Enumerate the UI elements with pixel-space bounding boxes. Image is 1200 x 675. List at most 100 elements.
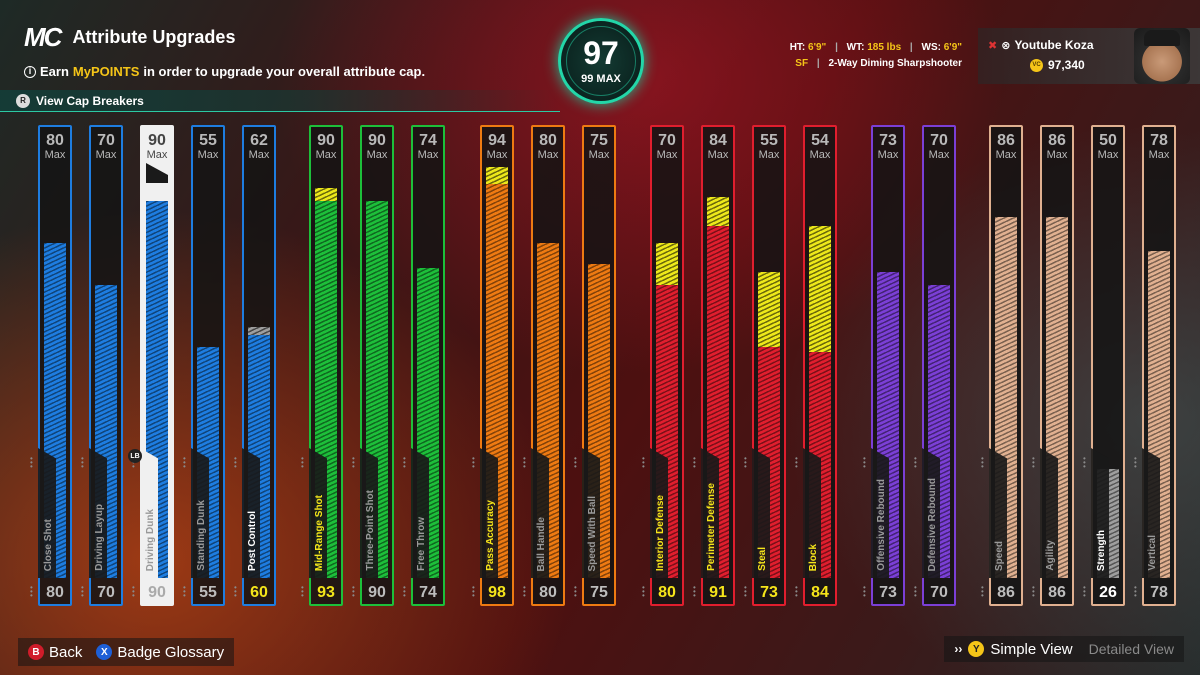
position-value: SF [795, 58, 809, 69]
cap-max-label: Max [758, 149, 780, 161]
attribute-current-value: 70 [97, 584, 115, 601]
cap-value: 70 [930, 132, 948, 149]
dots-icon: ••• [1134, 454, 1137, 471]
attribute-current-value: 55 [199, 584, 217, 601]
attribute-current-value: 80 [46, 584, 64, 601]
info-prefix: Earn [40, 64, 69, 79]
dots-icon: ••• [472, 583, 475, 600]
attribute-current-value: 84 [811, 584, 829, 601]
cap-value: 90 [368, 132, 386, 149]
dots-icon: ••• [234, 583, 237, 600]
attribute-label-backdrop [1040, 448, 1058, 578]
attribute-cap: 80 Max [40, 133, 70, 162]
attribute-label-backdrop [480, 448, 498, 578]
attribute-bar-speed[interactable]: 86 Max Speed 86 • • • • • • [981, 125, 1023, 606]
attribute-cap: 55 Max [193, 133, 223, 162]
attribute-name: Offensive Rebound [875, 479, 887, 571]
cap-value: 86 [997, 132, 1015, 149]
dots-icon: ••• [403, 454, 406, 471]
attribute-bar-three-point-shot[interactable]: 90 Max Three-Point Shot 90 • • • • • • [352, 125, 394, 606]
attribute-bar-mid-range-shot[interactable]: 90 Max Mid-Range Shot 93 • • • • • • [301, 125, 343, 606]
attribute-bar-ball-handle[interactable]: 80 Max Ball Handle 80 • • • • • • [523, 125, 565, 606]
attribute-bar-offensive-rebound[interactable]: 73 Max Offensive Rebound 73 • • • • • • [863, 125, 905, 606]
attribute-label-backdrop [242, 448, 260, 578]
attribute-bar-driving-layup[interactable]: 70 Max Driving Layup 70 • • • • • • [81, 125, 123, 606]
back-label: Back [49, 643, 83, 661]
attribute-bar-steal[interactable]: 55 Max Steal 73 • • • • • • [744, 125, 786, 606]
attribute-name: Close Shot [42, 518, 54, 571]
attribute-boost [809, 226, 831, 352]
attribute-cap: 90 Max [142, 133, 172, 162]
badge-glossary-button[interactable]: X Badge Glossary [96, 644, 224, 661]
dots-icon: ••• [132, 583, 135, 600]
attribute-bar-post-control[interactable]: 62 Max Post Control 60 • • • • • • [234, 125, 276, 606]
attribute-name: Speed [993, 540, 1005, 571]
attribute-bar-vertical[interactable]: 78 Max Vertical 78 • • • • • • [1134, 125, 1176, 606]
mypoints-label: MyPOINTS [72, 64, 140, 79]
dots-icon: ••• [301, 454, 304, 471]
attribute-bar-strength[interactable]: 50 Max Strength 26 • • • • • • [1083, 125, 1125, 606]
attribute-cap: 90 Max [311, 133, 341, 162]
attribute-bar-defensive-rebound[interactable]: 70 Max Defensive Rebound 70 • • • • • • [914, 125, 956, 606]
attribute-name: Block [807, 543, 819, 571]
attribute-bar-speed-with-ball[interactable]: 75 Max Speed With Ball 75 • • • • • • [574, 125, 616, 606]
dots-icon: ••• [795, 583, 798, 600]
attribute-name: Interior Defense [654, 494, 666, 571]
dots-icon: ••• [863, 454, 866, 471]
dots-icon: ••• [81, 454, 84, 471]
attribute-name: Speed With Ball [586, 495, 598, 571]
attribute-name: Ball Handle [535, 516, 547, 571]
attribute-cap: 78 Max [1144, 133, 1174, 162]
attribute-name: Mid-Range Shot [313, 494, 325, 571]
attribute-cap: 80 Max [533, 133, 563, 162]
attribute-current-value: 91 [709, 584, 727, 601]
cap-max-label: Max [486, 149, 508, 161]
cap-max-label: Max [248, 149, 270, 161]
attribute-current-value: 98 [488, 584, 506, 601]
attribute-bar-pass-accuracy[interactable]: 94 Max Pass Accuracy 98 • • • • • • [472, 125, 514, 606]
x-button-icon: X [96, 644, 113, 660]
simple-view-option[interactable]: Simple View [990, 640, 1073, 658]
attribute-bar-block[interactable]: 54 Max Block 84 • • • • • • [795, 125, 837, 606]
attribute-name: Steal [756, 547, 768, 571]
attribute-cap: 86 Max [1042, 133, 1072, 162]
attribute-cap: 62 Max [244, 133, 274, 162]
cap-value: 70 [97, 132, 115, 149]
attribute-label-backdrop [411, 448, 429, 578]
attribute-bar-standing-dunk[interactable]: 55 Max Standing Dunk 55 • • • • • • [183, 125, 225, 606]
attribute-boost [248, 327, 270, 335]
attribute-bar-free-throw[interactable]: 74 Max Free Throw 74 • • • • • • [403, 125, 445, 606]
avatar [1134, 28, 1190, 84]
dots-icon: ••• [352, 454, 355, 471]
lb-button-icon: LB [128, 449, 142, 463]
detailed-view-option[interactable]: Detailed View [1088, 641, 1174, 657]
attribute-name: Vertical [1146, 535, 1158, 571]
cap-max-label: Max [656, 149, 678, 161]
attribute-bar-close-shot[interactable]: 80 Max Close Shot 80 • • • • • • [30, 125, 72, 606]
view-cap-breakers-button[interactable]: R View Cap Breakers [0, 90, 560, 112]
attribute-name: Post Control [246, 511, 258, 571]
attribute-name: Perimeter Defense [705, 483, 717, 571]
y-button-icon: Y [968, 641, 985, 657]
attribute-bar-agility[interactable]: 86 Max Agility 86 • • • • • • [1032, 125, 1074, 606]
attribute-current-value: 26 [1099, 584, 1117, 601]
attribute-cap: 70 Max [652, 133, 682, 162]
cap-max-label: Max [537, 149, 559, 161]
vc-coin-icon: VC [1030, 58, 1043, 72]
attribute-bar-interior-defense[interactable]: 70 Max Interior Defense 80 • • • • • • [642, 125, 684, 606]
dots-icon: ••• [183, 583, 186, 600]
attribute-label-backdrop [650, 448, 668, 578]
height-label: HT: [789, 42, 806, 53]
height-value: 6'9" [808, 42, 827, 53]
info-suffix: in order to upgrade your overall attribu… [143, 64, 426, 79]
back-button[interactable]: B Back [28, 644, 82, 661]
attribute-bar-perimeter-defense[interactable]: 84 Max Perimeter Defense 91 • • • • • • [693, 125, 735, 606]
attribute-current-value: 80 [539, 584, 557, 601]
dots-icon: ••• [1032, 583, 1035, 600]
attribute-current-value: 73 [879, 584, 897, 601]
archetype-value: 2-Way Diming Sharpshooter [828, 58, 962, 69]
attribute-current-value: 90 [148, 584, 166, 601]
info-icon: i [24, 65, 36, 78]
dots-icon: ••• [1083, 583, 1086, 600]
